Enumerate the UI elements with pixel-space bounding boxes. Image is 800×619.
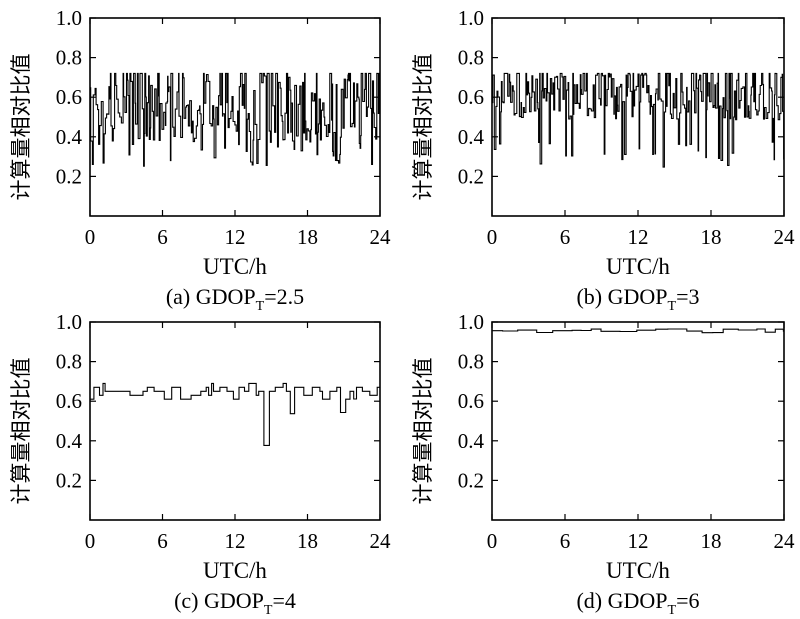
y-axis-label: 计算量相对比值 [411, 358, 435, 505]
caption-prefix: (d) GDOP [576, 588, 667, 613]
y-axis-label: 计算量相对比值 [9, 358, 33, 505]
y-tick-label: 0.4 [56, 125, 83, 149]
x-tick-label: 0 [487, 529, 498, 553]
x-tick-label: 0 [85, 225, 96, 249]
y-tick-label: 0.4 [458, 125, 485, 149]
y-tick-label: 0.6 [458, 85, 484, 109]
panel-a: 0.2 0.4 0.6 0.8 1.0 0 6 12 18 24 UTC/h 计算量相对比值 (a) G… [9, 6, 391, 314]
panel-caption: (b) GDOPT=3 [576, 284, 699, 314]
x-tick-label: 18 [297, 529, 318, 553]
y-axis-label: 计算量相对比值 [411, 54, 435, 201]
x-axis-label: UTC/h [203, 558, 267, 583]
caption-subscript: T [264, 603, 273, 618]
series-line [492, 328, 784, 334]
y-tick-label: 0.6 [458, 389, 484, 413]
y-tick-label: 0.2 [458, 164, 484, 188]
y-tick-label: 0.2 [56, 468, 82, 492]
y-tick-label: 1.0 [56, 6, 82, 30]
panel-b: 0.2 0.4 0.6 0.8 1.0 0 6 12 18 24 UTC/h 计算量相对比值 (b) G… [411, 6, 795, 314]
caption-prefix: (b) GDOP [576, 284, 667, 309]
x-axis-label: UTC/h [606, 254, 670, 279]
y-tick-label: 0.4 [458, 429, 485, 453]
y-tick-label: 0.8 [458, 350, 484, 374]
caption-suffix: =4 [272, 588, 295, 613]
caption-prefix: (a) GDOP [166, 284, 256, 309]
y-tick-label: 0.6 [56, 389, 82, 413]
y-tick-label: 1.0 [56, 310, 82, 334]
plot-frame [89, 321, 381, 521]
caption-subscript: T [256, 299, 265, 314]
y-tick-label: 0.2 [458, 468, 484, 492]
caption-subscript: T [668, 603, 677, 618]
caption-suffix: =6 [676, 588, 699, 613]
x-tick-label: 24 [370, 529, 392, 553]
x-tick-label: 18 [701, 529, 722, 553]
panel-caption: (c) GDOPT=4 [174, 588, 296, 618]
x-tick-label: 0 [487, 225, 498, 249]
x-tick-label: 18 [701, 225, 722, 249]
y-tick-label: 0.8 [56, 46, 82, 70]
x-tick-label: 24 [774, 529, 796, 553]
y-tick-label: 1.0 [458, 310, 484, 334]
x-tick-label: 6 [157, 225, 168, 249]
panel-caption: (a) GDOPT=2.5 [166, 284, 304, 314]
y-tick-label: 1.0 [458, 6, 484, 30]
x-tick-label: 6 [560, 225, 571, 249]
caption-prefix: (c) GDOP [174, 588, 264, 613]
panel-c: 0.2 0.4 0.6 0.8 1.0 0 6 12 18 24 UTC/h 计算量相对比值 (c) G… [9, 310, 391, 618]
panel-caption: (d) GDOPT=6 [576, 588, 699, 618]
caption-subscript: T [668, 299, 677, 314]
x-tick-label: 6 [157, 529, 168, 553]
series-line [492, 72, 785, 168]
series-line [90, 72, 380, 167]
y-tick-label: 0.4 [56, 429, 83, 453]
y-axis-label: 计算量相对比值 [9, 54, 33, 201]
x-tick-label: 12 [628, 529, 649, 553]
x-tick-label: 24 [774, 225, 796, 249]
plot-frame [491, 17, 785, 217]
caption-suffix: =2.5 [264, 284, 304, 309]
x-axis-label: UTC/h [203, 254, 267, 279]
y-tick-label: 0.8 [458, 46, 484, 70]
y-tick-label: 0.2 [56, 164, 82, 188]
x-tick-label: 12 [225, 225, 246, 249]
x-tick-label: 12 [225, 529, 246, 553]
x-tick-label: 12 [628, 225, 649, 249]
x-tick-label: 6 [560, 529, 571, 553]
x-tick-label: 0 [85, 529, 96, 553]
x-tick-label: 24 [370, 225, 392, 249]
x-tick-label: 18 [297, 225, 318, 249]
series-line [90, 382, 380, 446]
y-tick-label: 0.8 [56, 350, 82, 374]
panel-d: 0.2 0.4 0.6 0.8 1.0 0 6 12 18 24 UTC/h 计算量相对比值 (d) G… [411, 310, 795, 618]
caption-suffix: =3 [676, 284, 699, 309]
y-tick-label: 0.6 [56, 85, 82, 109]
x-axis-label: UTC/h [606, 558, 670, 583]
plot-frame [491, 321, 785, 521]
